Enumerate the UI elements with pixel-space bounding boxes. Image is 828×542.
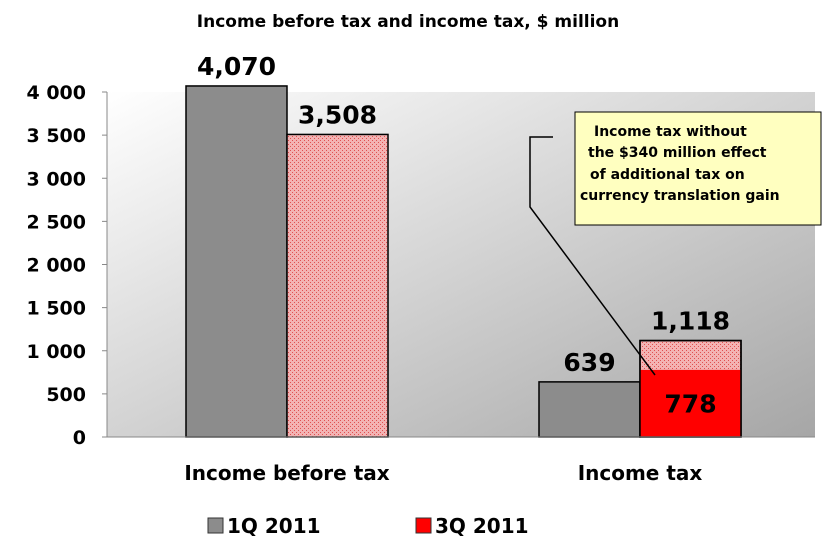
segment-label: 778 <box>664 389 716 418</box>
y-tick-label: 3 500 <box>27 125 87 147</box>
bar-3q-0 <box>286 133 389 438</box>
data-label-3q-0: 3,508 <box>298 100 377 129</box>
y-tick-label: 2 000 <box>27 255 87 277</box>
x-category-label-1: Income tax <box>578 461 703 485</box>
y-tick-label: 3 000 <box>27 168 87 190</box>
legend-label-1q: 1Q 2011 <box>227 514 321 538</box>
bar-1q-0 <box>185 85 288 438</box>
annotation-line-1: the $340 million effect <box>588 145 767 161</box>
annotation-connector <box>529 136 656 376</box>
data-label-1q-1: 639 <box>563 348 615 377</box>
legend-swatch-1q <box>207 517 224 534</box>
bar-3q-segment-1 <box>640 369 741 437</box>
y-tick-label: 4 000 <box>27 82 87 104</box>
data-label-3q-1: 1,118 <box>651 307 730 336</box>
legend: 1Q 2011 3Q 2011 <box>207 514 529 538</box>
y-tick-label: 1 500 <box>27 298 87 320</box>
annotation-line-2: of additional tax on <box>590 167 745 183</box>
annotation-box <box>574 111 822 226</box>
annotation-line-3: currency translation gain <box>580 188 780 204</box>
legend-label-3q: 3Q 2011 <box>435 514 529 538</box>
legend-swatch-3q <box>415 517 432 534</box>
y-tick-label: 2 500 <box>27 211 87 233</box>
annotation-line-0: Income tax without <box>594 124 747 140</box>
y-tick-label: 500 <box>46 384 86 406</box>
x-category-label-0: Income before tax <box>184 461 389 485</box>
bar-1q-1 <box>538 381 641 438</box>
y-tick-label: 1 000 <box>27 341 87 363</box>
y-tick-label: 0 <box>73 427 86 449</box>
data-label-1q-0: 4,070 <box>197 52 276 81</box>
chart-title: Income before tax and income tax, $ mill… <box>197 12 619 32</box>
